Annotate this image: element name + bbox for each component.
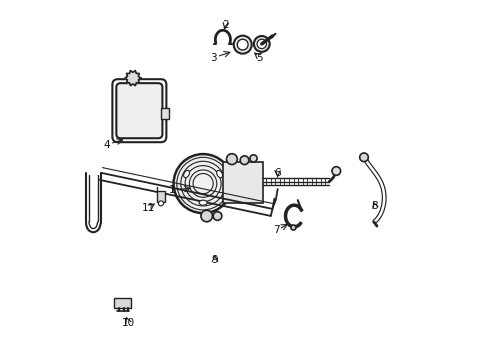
- Polygon shape: [125, 71, 141, 86]
- Text: 7: 7: [273, 225, 280, 235]
- Circle shape: [226, 154, 237, 165]
- Text: 3: 3: [210, 53, 217, 63]
- Ellipse shape: [216, 170, 222, 178]
- Circle shape: [257, 39, 266, 49]
- Circle shape: [331, 167, 340, 175]
- Circle shape: [233, 36, 251, 54]
- Circle shape: [253, 36, 269, 52]
- Bar: [161, 108, 168, 118]
- Circle shape: [359, 153, 367, 162]
- Circle shape: [158, 201, 163, 206]
- Text: 2: 2: [222, 20, 228, 30]
- Bar: [156, 191, 165, 202]
- Text: 8: 8: [371, 201, 377, 211]
- Text: 9: 9: [211, 255, 218, 265]
- Text: 5: 5: [256, 53, 263, 63]
- Ellipse shape: [199, 200, 206, 205]
- FancyBboxPatch shape: [116, 83, 162, 138]
- Circle shape: [290, 225, 295, 230]
- Circle shape: [173, 154, 232, 213]
- Text: 11: 11: [142, 203, 155, 213]
- Bar: [114, 298, 131, 308]
- Bar: [223, 162, 262, 203]
- Text: 1: 1: [168, 185, 175, 195]
- Text: 10: 10: [122, 318, 135, 328]
- Ellipse shape: [183, 170, 189, 178]
- Circle shape: [237, 39, 247, 50]
- Circle shape: [249, 155, 257, 162]
- Text: 6: 6: [274, 168, 281, 178]
- Circle shape: [201, 210, 212, 222]
- Circle shape: [213, 212, 222, 220]
- Text: 4: 4: [103, 140, 110, 150]
- Circle shape: [240, 156, 248, 165]
